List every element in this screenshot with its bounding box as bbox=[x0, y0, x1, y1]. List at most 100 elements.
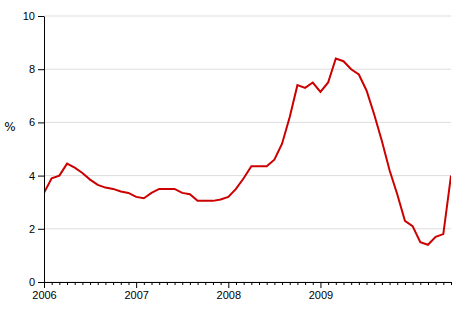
grid bbox=[44, 16, 451, 282]
x-tick-mark bbox=[297, 282, 298, 285]
x-tick-mark bbox=[351, 282, 352, 285]
x-tick-mark bbox=[267, 282, 268, 285]
y-axis-title: % bbox=[4, 120, 15, 134]
x-tick bbox=[167, 282, 168, 285]
x-tick-label: 2006 bbox=[32, 289, 56, 301]
x-tick bbox=[75, 282, 76, 285]
x-tick-mark bbox=[274, 282, 275, 285]
marks bbox=[44, 59, 451, 245]
x-tick-mark bbox=[259, 282, 260, 285]
x-tick: 2009 bbox=[309, 282, 333, 301]
x-tick bbox=[351, 282, 352, 285]
x-tick-mark bbox=[328, 282, 329, 285]
y-tick: 6 bbox=[29, 116, 44, 128]
x-tick bbox=[113, 282, 114, 285]
line bbox=[44, 59, 451, 245]
x-tick bbox=[144, 282, 145, 285]
x-tick-mark bbox=[359, 282, 360, 285]
x-tick bbox=[205, 282, 206, 285]
x-tick-mark bbox=[90, 282, 91, 285]
x-tick: 2008 bbox=[217, 282, 241, 301]
x-tick-mark bbox=[128, 282, 129, 285]
y-axis-line bbox=[44, 17, 45, 283]
grid-line bbox=[44, 69, 451, 70]
x-tick-label: 2007 bbox=[124, 289, 148, 301]
x-tick bbox=[428, 282, 429, 285]
x-tick bbox=[297, 282, 298, 285]
x-tick-mark bbox=[244, 282, 245, 285]
x-tick bbox=[67, 282, 68, 285]
x-tick-mark bbox=[105, 282, 106, 285]
x-tick bbox=[413, 282, 414, 285]
plot: 2006 2007 2008 2009 0 2 4 6 8 10 bbox=[23, 10, 452, 301]
x-tick-mark bbox=[152, 282, 153, 285]
x-tick bbox=[313, 282, 314, 285]
y-tick: 0 bbox=[29, 276, 44, 288]
x-tick bbox=[52, 282, 53, 285]
x-tick-mark bbox=[413, 282, 414, 285]
x-tick bbox=[221, 282, 222, 285]
x-tick-mark bbox=[98, 282, 99, 285]
x-tick bbox=[98, 282, 99, 285]
chart: 2006 2007 2008 2009 0 2 4 6 8 10% bbox=[0, 0, 467, 312]
x-tick-mark bbox=[190, 282, 191, 285]
y-tick-label: 4 bbox=[29, 170, 35, 182]
x-tick-mark bbox=[213, 282, 214, 285]
y-tick: 10 bbox=[23, 10, 44, 22]
x-tick-mark bbox=[198, 282, 199, 285]
x-tick-mark bbox=[221, 282, 222, 285]
y-axis: 0 2 4 6 8 10 bbox=[23, 10, 45, 288]
y-tick-mark bbox=[38, 69, 44, 70]
x-tick-mark bbox=[59, 282, 60, 285]
x-tick-mark bbox=[451, 282, 452, 285]
x-tick bbox=[128, 282, 129, 285]
x-tick-mark bbox=[420, 282, 421, 285]
y-tick-mark bbox=[38, 229, 44, 230]
grid-line bbox=[44, 228, 451, 229]
y-tick: 8 bbox=[29, 63, 44, 75]
x-tick: 2007 bbox=[124, 282, 148, 301]
x-tick-mark bbox=[113, 282, 114, 285]
x-tick bbox=[244, 282, 245, 285]
grid-line bbox=[44, 122, 451, 123]
x-tick-mark bbox=[136, 282, 137, 288]
x-tick bbox=[190, 282, 191, 285]
y-tick: 2 bbox=[29, 223, 44, 235]
x-tick bbox=[451, 282, 452, 285]
x-tick-mark bbox=[443, 282, 444, 285]
x-tick-mark bbox=[121, 282, 122, 285]
x-tick bbox=[182, 282, 183, 285]
x-axis: 2006 2007 2008 2009 bbox=[32, 282, 451, 301]
x-tick bbox=[90, 282, 91, 285]
x-tick bbox=[251, 282, 252, 285]
x-tick bbox=[328, 282, 329, 285]
y-tick-label: 0 bbox=[29, 276, 35, 288]
x-tick-mark bbox=[428, 282, 429, 285]
x-tick-mark bbox=[205, 282, 206, 285]
y-tick-mark bbox=[38, 122, 44, 123]
x-tick bbox=[259, 282, 260, 285]
x-tick bbox=[82, 282, 83, 285]
x-tick bbox=[152, 282, 153, 285]
x-tick-mark bbox=[336, 282, 337, 285]
x-tick-mark bbox=[397, 282, 398, 285]
x-tick bbox=[213, 282, 214, 285]
x-tick-mark bbox=[67, 282, 68, 285]
x-tick bbox=[121, 282, 122, 285]
x-tick bbox=[305, 282, 306, 285]
y-tick-label: 2 bbox=[29, 223, 35, 235]
x-tick bbox=[336, 282, 337, 285]
x-tick bbox=[282, 282, 283, 285]
x-tick-mark bbox=[236, 282, 237, 285]
x-tick-mark bbox=[374, 282, 375, 285]
x-tick-mark bbox=[182, 282, 183, 285]
x-tick-mark bbox=[320, 282, 321, 288]
x-tick-mark bbox=[290, 282, 291, 285]
y-tick-mark bbox=[38, 282, 44, 283]
x-tick bbox=[390, 282, 391, 285]
x-tick-label: 2008 bbox=[217, 289, 241, 301]
x-tick bbox=[367, 282, 368, 285]
x-tick-mark bbox=[251, 282, 252, 285]
x-tick-mark bbox=[382, 282, 383, 285]
x-tick-mark bbox=[82, 282, 83, 285]
